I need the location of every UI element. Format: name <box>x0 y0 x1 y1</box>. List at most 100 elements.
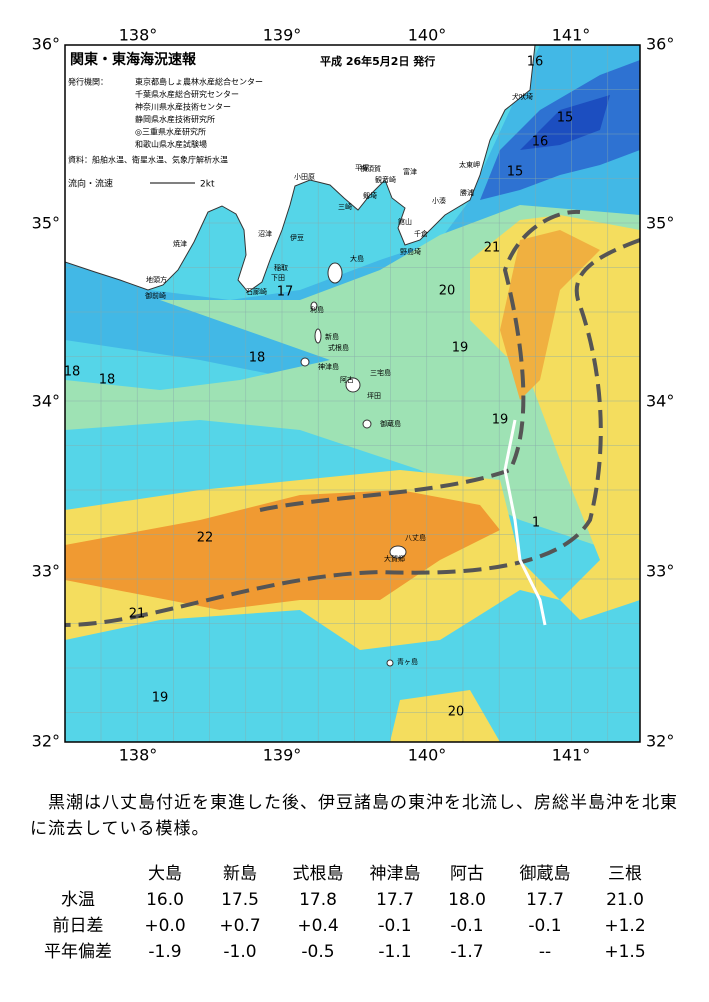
lon-label: 140° <box>408 746 447 765</box>
isotherm-label: 16 <box>527 55 544 70</box>
cell: 17.7 <box>526 890 564 910</box>
isotherm-label: 20 <box>448 705 465 720</box>
column-header: 大島 <box>148 864 182 884</box>
isotherm-label: 15 <box>557 111 574 126</box>
row-header: 前日差 <box>53 916 104 936</box>
isotherm-label: 16 <box>532 135 549 150</box>
lon-label: 141° <box>552 746 591 765</box>
cell: +0.0 <box>144 916 185 936</box>
cell: 21.0 <box>606 890 644 910</box>
isotherm-label: 19 <box>452 341 469 356</box>
isotherm-label: 21 <box>129 607 146 622</box>
place-name: 千倉 <box>414 229 428 238</box>
cell: -1.0 <box>223 942 256 962</box>
place-name: 沼津 <box>258 229 272 238</box>
place-name: 犬吠埼 <box>512 92 533 101</box>
issuers-label: 発行機関： <box>68 77 108 87</box>
place-name: 勝浦 <box>460 188 474 197</box>
lon-label: 139° <box>263 26 302 45</box>
sea-temperature-map: 関東・東海海況速報 平成 26年5月2日 発行 発行機関： 資料：船舶水温、衛星… <box>32 26 675 765</box>
column-header: 式根島 <box>293 864 344 884</box>
issuer: ◎三重県水産研究所 <box>135 127 206 137</box>
warm-patch <box>390 690 500 742</box>
cell: 16.0 <box>146 890 184 910</box>
place-name: 新島 <box>325 332 339 341</box>
kuroshio-axis <box>65 209 640 627</box>
cell: -1.1 <box>378 942 411 962</box>
issuer: 静岡県水産技術研究所 <box>135 114 215 124</box>
lat-label: 35° <box>32 214 60 233</box>
place-name: 阿古 <box>340 375 354 384</box>
cell: -1.9 <box>148 942 181 962</box>
lat-label: 34° <box>32 392 60 411</box>
land <box>65 45 536 293</box>
place-name: 横須賀 <box>360 164 381 173</box>
place-name: 御蔵島 <box>380 419 401 428</box>
cell: +0.7 <box>219 916 260 936</box>
lat-label: 33° <box>646 562 674 581</box>
isotherm-label: 17 <box>277 285 294 300</box>
place-name: 焼津 <box>173 239 187 248</box>
islands <box>300 262 407 667</box>
issuer: 千葉県水産総合研究センター <box>135 89 239 99</box>
column-header: 神津島 <box>370 864 421 884</box>
cell: +1.5 <box>604 942 645 962</box>
map-title: 関東・東海海況速報 <box>70 51 197 68</box>
place-name: 平塚 <box>355 163 369 172</box>
lat-label: 35° <box>646 214 674 233</box>
place-name: 坪田 <box>367 392 381 400</box>
cell: 17.7 <box>376 890 414 910</box>
place-name: 太東岬 <box>459 160 480 169</box>
issuer: 和歌山県水産試験場 <box>135 139 207 149</box>
sources: 資料：船舶水温、衛星水温、気象庁解析水温 <box>68 155 228 165</box>
issuer: 東京都島しょ農林水産総合センター <box>135 77 263 87</box>
cell: -0.1 <box>378 916 411 936</box>
lon-label: 138° <box>119 746 158 765</box>
lon-label: 138° <box>119 26 158 45</box>
row-header: 水温 <box>61 890 95 910</box>
place-name: 大島 <box>350 254 364 263</box>
place-name: 石廊崎 <box>246 287 267 296</box>
lat-label: 32° <box>32 732 60 751</box>
isotherm-label: 18 <box>249 351 266 366</box>
place-name: 富津 <box>403 167 417 176</box>
lat-label: 36° <box>32 35 60 54</box>
cell: +0.4 <box>297 916 338 936</box>
place-name: 小田原 <box>294 172 315 181</box>
issue-date: 平成 26年5月2日 発行 <box>320 54 435 68</box>
isotherm-label: 18 <box>64 365 81 380</box>
place-name: 館山 <box>398 217 412 226</box>
isotherm-label: 15 <box>507 165 524 180</box>
map-frame <box>64 44 641 743</box>
place-name: 神津島 <box>318 362 339 371</box>
place-name: 観音崎 <box>375 175 396 184</box>
place-name: 小湊 <box>432 196 446 205</box>
place-name: 御前崎 <box>145 291 166 300</box>
cell: -0.1 <box>450 916 483 936</box>
lat-label: 34° <box>646 392 674 411</box>
cell: 18.0 <box>448 890 486 910</box>
cell: -0.5 <box>301 942 334 962</box>
column-header: 新島 <box>223 864 257 884</box>
cold-core <box>520 95 610 150</box>
lon-label: 140° <box>408 26 447 45</box>
cell: -0.1 <box>528 916 561 936</box>
isotherm-label: 19 <box>152 691 169 706</box>
place-name: 稲取 <box>274 263 288 272</box>
lon-label: 141° <box>552 26 591 45</box>
place-name: 地頭方 <box>146 275 167 284</box>
kuroshio-core-north <box>500 230 600 400</box>
cell: -- <box>539 942 551 962</box>
row-header: 平年偏差 <box>44 942 112 962</box>
flow-scale: 2kt <box>200 180 215 190</box>
cell: 17.8 <box>299 890 337 910</box>
column-header: 三根 <box>608 864 642 884</box>
isotherm-label: 18 <box>99 373 116 388</box>
isotherm-label: 21 <box>484 241 501 256</box>
lat-label: 36° <box>646 35 674 54</box>
cell: 17.5 <box>221 890 259 910</box>
ship-track <box>503 419 547 626</box>
place-name: 式根島 <box>328 343 349 352</box>
cell: +1.2 <box>604 916 645 936</box>
